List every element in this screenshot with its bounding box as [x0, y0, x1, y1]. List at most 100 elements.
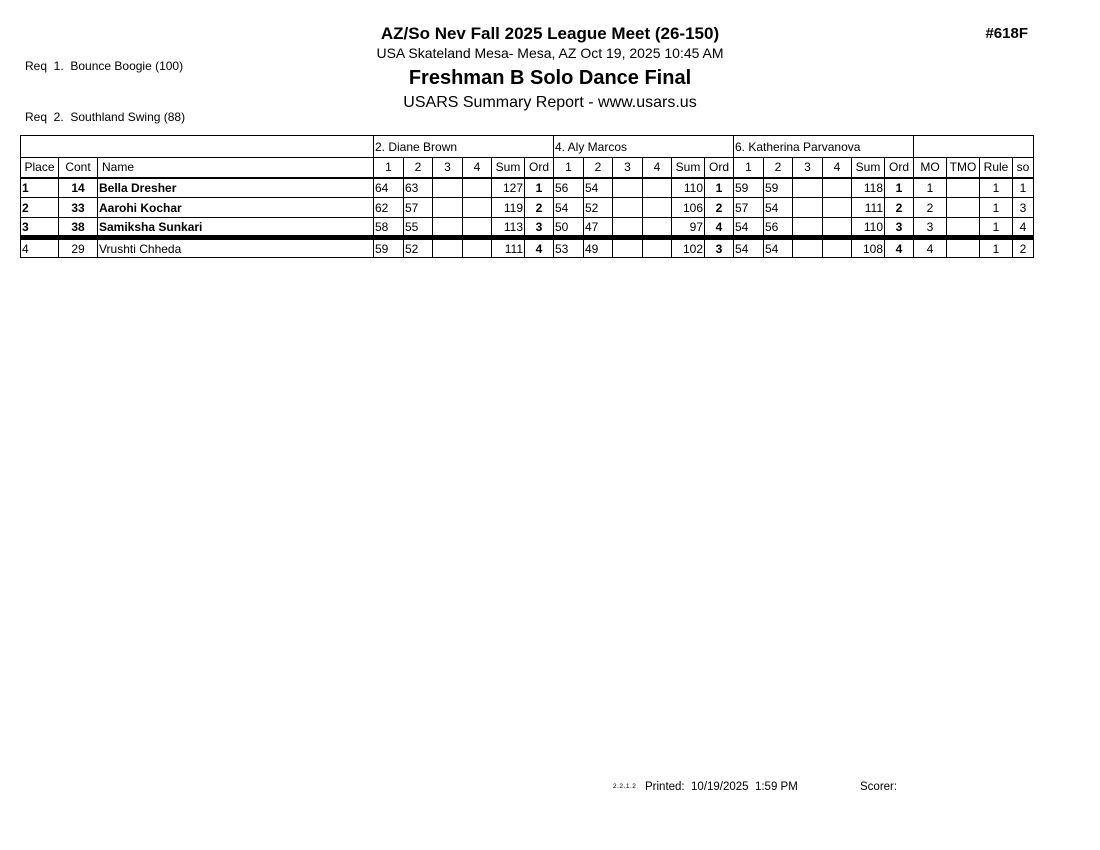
ord-cell: 4 [704, 217, 734, 240]
score-cell [822, 217, 852, 240]
score-cell: 59 [733, 177, 764, 198]
so-cell: 2 [1012, 237, 1034, 258]
sum-cell: 127 [491, 177, 525, 198]
score-cell [642, 197, 672, 218]
sum-cell: 102 [671, 237, 705, 258]
results-table: 2. Diane Brown 4. Aly Marcos 6. Katherin… [20, 135, 1034, 258]
rule-cell: 1 [979, 177, 1013, 198]
col-header-place: Place [20, 157, 59, 179]
col-header-name: Name [97, 157, 374, 179]
score-cell [642, 177, 672, 198]
cont-cell: 33 [58, 197, 98, 218]
name-cell: Samiksha Sunkari [97, 217, 374, 240]
col-header-j3-s1: 1 [733, 157, 764, 179]
ord-cell: 1 [704, 177, 734, 198]
place-cell: 4 [20, 237, 59, 258]
table-row: 2 33 Aarohi Kochar 62 57 119 2 54 52 106… [20, 197, 1034, 218]
score-cell [462, 177, 492, 198]
col-header-j2-s4: 4 [642, 157, 672, 179]
column-header-row: Place Cont Name 1 2 3 4 Sum Ord 1 2 3 4 … [20, 157, 1034, 179]
score-cell: 49 [583, 237, 613, 258]
col-header-j1-s4: 4 [462, 157, 492, 179]
sum-cell: 118 [851, 177, 885, 198]
name-cell: Bella Dresher [97, 177, 374, 198]
name-cell: Aarohi Kochar [97, 197, 374, 218]
score-cell [822, 177, 852, 198]
score-cell: 52 [583, 197, 613, 218]
rule-cell: 1 [979, 217, 1013, 240]
tmo-cell [946, 217, 980, 240]
mo-cell: 2 [913, 197, 947, 218]
sum-cell: 119 [491, 197, 525, 218]
col-header-j3-s2: 2 [763, 157, 793, 179]
score-cell: 62 [373, 197, 404, 218]
col-header-j3-sum: Sum [851, 157, 885, 179]
tmo-cell [946, 237, 980, 258]
software-version: 2.2.1.2 [613, 783, 637, 790]
score-cell: 64 [373, 177, 404, 198]
judge-header-row: 2. Diane Brown 4. Aly Marcos 6. Katherin… [20, 135, 1034, 158]
score-cell [462, 237, 492, 258]
score-cell: 59 [763, 177, 793, 198]
score-cell [432, 177, 463, 198]
score-cell [432, 217, 463, 240]
tmo-cell [946, 197, 980, 218]
col-header-j1-ord: Ord [524, 157, 554, 179]
mo-cell: 3 [913, 217, 947, 240]
col-header-so: so [1012, 157, 1034, 179]
col-header-j1-sum: Sum [491, 157, 525, 179]
ord-cell: 4 [524, 237, 554, 258]
score-cell [792, 217, 823, 240]
table-row: 3 38 Samiksha Sunkari 58 55 113 3 50 47 … [20, 217, 1034, 240]
required-dances-block: Req 1. Bounce Boogie (100) Req 2. Southl… [25, 24, 185, 143]
event-title: Freshman B Solo Dance Final [408, 67, 692, 89]
sum-cell: 111 [851, 197, 885, 218]
place-cell: 2 [20, 197, 59, 218]
col-header-j1-s3: 3 [432, 157, 463, 179]
score-cell [462, 197, 492, 218]
col-header-cont: Cont [58, 157, 98, 179]
venue-date-line: USA Skateland Mesa- Mesa, AZ Oct 19, 202… [376, 45, 724, 61]
col-header-j3-s3: 3 [792, 157, 823, 179]
col-header-j2-s2: 2 [583, 157, 613, 179]
col-header-tmo: TMO [946, 157, 980, 179]
score-cell: 54 [733, 237, 764, 258]
tmo-cell [946, 177, 980, 198]
score-cell [432, 197, 463, 218]
req-1-line: Req 1. Bounce Boogie (100) [25, 59, 184, 73]
rule-cell: 1 [979, 237, 1013, 258]
cont-cell: 38 [58, 217, 98, 240]
so-cell: 3 [1012, 197, 1034, 218]
place-cell: 1 [20, 177, 59, 198]
score-cell: 54 [763, 197, 793, 218]
score-cell: 52 [403, 237, 433, 258]
score-cell [612, 237, 643, 258]
sum-cell: 106 [671, 197, 705, 218]
ord-cell: 2 [884, 197, 914, 218]
score-cell [612, 197, 643, 218]
sum-cell: 111 [491, 237, 525, 258]
so-cell: 1 [1012, 177, 1034, 198]
score-cell: 63 [403, 177, 433, 198]
col-header-j2-s1: 1 [553, 157, 584, 179]
col-header-j1-s1: 1 [373, 157, 404, 179]
judge-1-name: 2. Diane Brown [373, 135, 554, 158]
req-2-line: Req 2. Southland Swing (88) [25, 110, 186, 124]
scorer-label: Scorer: [860, 781, 898, 793]
sum-cell: 113 [491, 217, 525, 240]
score-cell: 55 [403, 217, 433, 240]
score-cell [822, 237, 852, 258]
cont-cell: 14 [58, 177, 98, 198]
table-row: 4 29 Vrushti Chheda 59 52 111 4 53 49 10… [20, 237, 1034, 258]
meet-title: AZ/So Nev Fall 2025 League Meet (26-150) [380, 24, 720, 43]
event-number: #618F [985, 25, 1028, 42]
col-header-j2-s3: 3 [612, 157, 643, 179]
col-header-j2-ord: Ord [704, 157, 734, 179]
sum-cell: 110 [671, 177, 705, 198]
score-cell: 59 [373, 237, 404, 258]
score-cell [822, 197, 852, 218]
name-cell: Vrushti Chheda [97, 237, 374, 258]
score-cell [792, 177, 823, 198]
score-cell: 56 [763, 217, 793, 240]
mo-cell: 4 [913, 237, 947, 258]
